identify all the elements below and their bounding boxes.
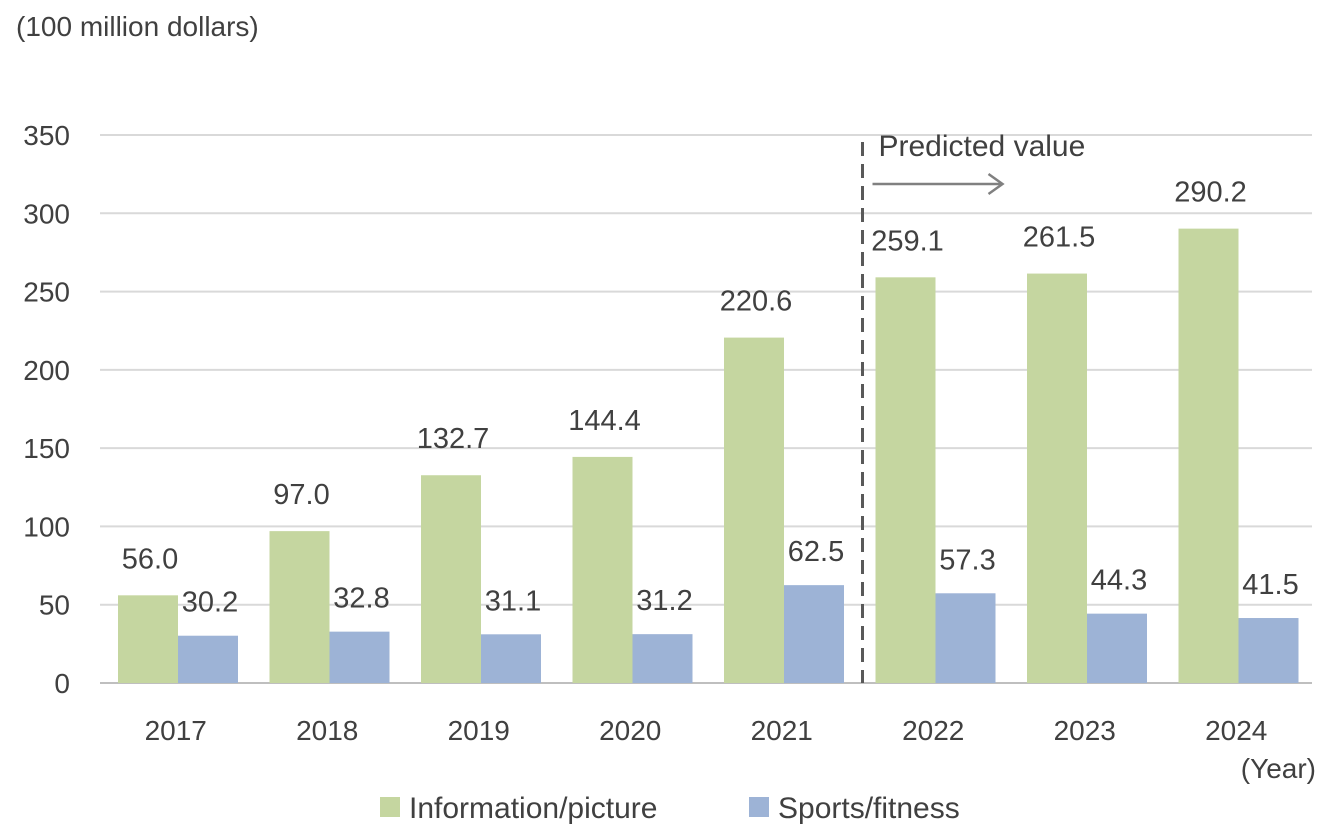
data-label-information-picture-2021: 220.6 — [720, 286, 793, 318]
data-label-sports-fitness-2021: 62.5 — [788, 536, 844, 568]
data-labels: 56.030.2 97.0 32.8 132.7 31.1 144.4 31.2 220.6 6… — [122, 177, 1299, 619]
bar-information-picture-2021 — [724, 337, 784, 683]
bar-information-picture-2018 — [269, 531, 330, 683]
y-tick-label-50: 50 — [39, 590, 70, 621]
bar-information-picture-2023 — [1027, 273, 1087, 683]
y-tick-label-250: 250 — [23, 277, 70, 308]
legend: Information/picture Sports/fitness — [380, 792, 960, 825]
bar-sports-fitness-2023 — [1087, 613, 1147, 683]
x-axis-label: (Year) — [1241, 753, 1316, 784]
prediction-annotation: Predicted value — [861, 130, 1086, 683]
y-tick-label-300: 300 — [23, 198, 70, 229]
prediction-label: Predicted value — [879, 130, 1086, 163]
bar-sports-fitness-2017 — [178, 635, 238, 683]
bar-information-picture-2022 — [875, 277, 936, 683]
x-tick-label-2021: 2021 — [751, 715, 813, 746]
y-tick-label-150: 150 — [23, 433, 70, 464]
data-label-sports-fitness-2019: 31.1 — [485, 585, 541, 617]
x-tick-label-2023: 2023 — [1054, 715, 1116, 746]
bar-information-picture-2017 — [118, 595, 178, 683]
x-tick-label-2018: 2018 — [296, 715, 358, 746]
y-axis-label: (100 million dollars) — [16, 11, 259, 42]
bar-sports-fitness-2022 — [935, 593, 996, 683]
x-tick-label-2020: 2020 — [599, 715, 661, 746]
x-tick-label-2017: 2017 — [145, 715, 207, 746]
data-label-sports-fitness-2017: 30.2 — [182, 587, 238, 619]
legend-swatch-sports-fitness — [749, 797, 769, 817]
data-label-sports-fitness-2024: 41.5 — [1242, 569, 1298, 601]
bar-sports-fitness-2018 — [329, 631, 390, 683]
data-label-information-picture-2024: 290.2 — [1174, 177, 1247, 209]
y-tick-label-200: 200 — [23, 355, 70, 386]
data-label-information-picture-2022: 259.1 — [871, 225, 944, 257]
x-tick-label-2024: 2024 — [1205, 715, 1267, 746]
data-label-information-picture-2020: 144.4 — [568, 405, 641, 437]
data-label-sports-fitness-2023: 44.3 — [1091, 565, 1147, 597]
y-tick-label-0: 0 — [54, 668, 70, 699]
data-label-sports-fitness-2018: 32.8 — [333, 583, 389, 615]
bar-information-picture-2020 — [572, 456, 633, 683]
bars — [118, 228, 1299, 684]
data-label-sports-fitness-2020: 31.2 — [636, 585, 692, 617]
bar-sports-fitness-2021 — [784, 585, 844, 683]
bar-sports-fitness-2019 — [481, 634, 541, 683]
prediction-arrow-icon — [987, 172, 1005, 196]
data-label-information-picture-2017: 56.0 — [122, 543, 178, 575]
bar-sports-fitness-2024 — [1238, 618, 1299, 683]
data-label-information-picture-2019: 132.7 — [417, 423, 490, 455]
legend-swatch-information-picture — [380, 797, 400, 817]
y-tick-label-350: 350 — [23, 120, 70, 151]
y-tick-label-100: 100 — [23, 511, 70, 542]
data-label-information-picture-2018: 97.0 — [273, 479, 329, 511]
bar-information-picture-2019 — [421, 475, 481, 683]
legend-label-information-picture: Information/picture — [409, 792, 657, 825]
data-label-information-picture-2023: 261.5 — [1023, 222, 1096, 254]
tick-labels: 0 50 100 150 200 250 300 350 2017 2018 2019 2020 202… — [23, 120, 1267, 746]
bar-sports-fitness-2020 — [632, 634, 693, 683]
legend-label-sports-fitness: Sports/fitness — [778, 792, 960, 825]
bar-information-picture-2024 — [1178, 228, 1239, 684]
x-tick-label-2022: 2022 — [902, 715, 964, 746]
data-label-sports-fitness-2022: 57.3 — [939, 544, 995, 576]
x-tick-label-2019: 2019 — [448, 715, 510, 746]
